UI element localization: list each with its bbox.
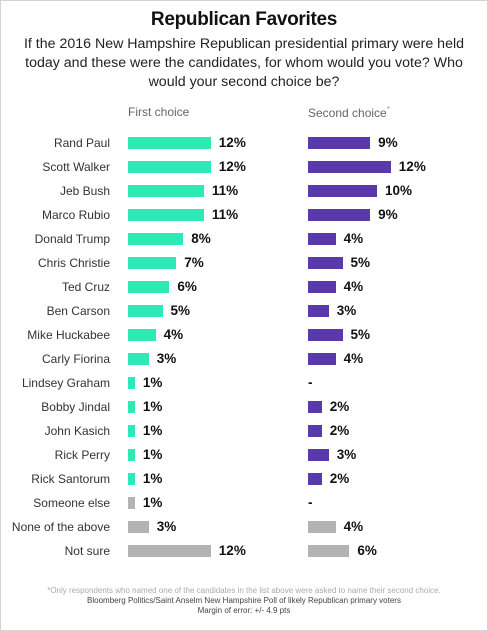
second-choice-value-someone-else: - — [308, 495, 313, 510]
first-choice-value-rand-paul: 12% — [218, 135, 246, 150]
second-choice-bar-bobby-jindal — [308, 401, 322, 413]
category-label-mike-huckabee: Mike Huckabee — [27, 328, 110, 342]
second-choice-value-bobby-jindal: 2% — [329, 399, 350, 414]
first-choice-bar-ted-cruz — [128, 281, 170, 293]
category-label-scott-walker: Scott Walker — [42, 160, 110, 174]
second-choice-header-label: Second choice — [308, 106, 387, 120]
second-choice-value-donald-trump: 4% — [343, 231, 364, 246]
first-choice-value-marco-rubio: 11% — [211, 207, 239, 222]
first-choice-value-none-of-the-above: 3% — [156, 519, 177, 534]
first-choice-value-ted-cruz: 6% — [177, 279, 197, 294]
second-choice-value-jeb-bush: 10% — [385, 183, 413, 198]
first-choice-bar-rick-perry — [128, 449, 135, 461]
first-choice-bar-donald-trump — [128, 233, 184, 245]
first-choice-bar-bobby-jindal — [128, 401, 135, 413]
first-choice-bar-mike-huckabee — [128, 329, 156, 341]
second-choice-value-marco-rubio: 9% — [378, 207, 398, 222]
category-label-ted-cruz: Ted Cruz — [61, 280, 110, 294]
first-choice-header: First choice — [128, 105, 189, 119]
category-label-chris-christie: Chris Christie — [37, 256, 110, 270]
second-choice-bar-none-of-the-above — [308, 521, 336, 533]
category-label-john-kasich: John Kasich — [44, 424, 110, 438]
category-label-rick-perry: Rick Perry — [54, 448, 110, 462]
category-label-not-sure: Not sure — [64, 544, 110, 558]
second-choice-bar-donald-trump — [308, 233, 336, 245]
first-choice-bar-rand-paul — [128, 137, 211, 149]
category-label-donald-trump: Donald Trump — [34, 232, 110, 246]
footnote-margin-of-error: Margin of error: +/- 4.9 pts — [197, 606, 291, 615]
second-choice-bar-not-sure — [308, 545, 350, 557]
category-label-lindsey-graham: Lindsey Graham — [21, 376, 110, 390]
category-label-rick-santorum: Rick Santorum — [31, 472, 110, 486]
second-choice-header: Second choice* — [308, 105, 390, 120]
second-choice-value-rand-paul: 9% — [378, 135, 398, 150]
second-choice-bar-rick-santorum — [308, 473, 322, 485]
first-choice-value-scott-walker: 12% — [218, 159, 246, 174]
first-choice-bar-scott-walker — [128, 161, 211, 173]
second-choice-bar-carly-fiorina — [308, 353, 336, 365]
chart-title: Republican Favorites — [150, 9, 338, 30]
first-choice-bar-someone-else — [128, 497, 135, 509]
first-choice-value-jeb-bush: 11% — [211, 183, 239, 198]
category-label-bobby-jindal: Bobby Jindal — [41, 400, 110, 414]
category-label-marco-rubio: Marco Rubio — [41, 208, 110, 222]
first-choice-bar-john-kasich — [128, 425, 135, 437]
second-choice-bar-ted-cruz — [308, 281, 336, 293]
second-choice-marker: * — [386, 105, 390, 114]
category-label-jeb-bush: Jeb Bush — [59, 184, 110, 198]
second-choice-value-none-of-the-above: 4% — [343, 519, 364, 534]
category-label-none-of-the-above: None of the above — [11, 520, 110, 534]
second-choice-value-ben-carson: 3% — [336, 303, 357, 318]
second-choice-bar-rand-paul — [308, 137, 371, 149]
first-choice-value-donald-trump: 8% — [191, 231, 211, 246]
second-choice-bar-chris-christie — [308, 257, 343, 269]
second-choice-bar-john-kasich — [308, 425, 322, 437]
second-choice-value-chris-christie: 5% — [350, 255, 371, 270]
first-choice-value-chris-christie: 7% — [184, 255, 204, 270]
second-choice-value-lindsey-graham: - — [308, 375, 313, 390]
first-choice-bar-chris-christie — [128, 257, 177, 269]
category-label-ben-carson: Ben Carson — [46, 304, 110, 318]
first-choice-bar-rick-santorum — [128, 473, 135, 485]
first-choice-header-label: First choice — [128, 105, 190, 119]
second-choice-bar-marco-rubio — [308, 209, 371, 221]
first-choice-bar-lindsey-graham — [128, 377, 135, 389]
second-choice-value-john-kasich: 2% — [329, 423, 350, 438]
first-choice-bar-marco-rubio — [128, 209, 204, 221]
first-choice-bar-ben-carson — [128, 305, 163, 317]
first-choice-bar-jeb-bush — [128, 185, 204, 197]
first-choice-value-someone-else: 1% — [142, 495, 163, 510]
second-choice-bar-scott-walker — [308, 161, 391, 173]
second-choice-value-mike-huckabee: 5% — [350, 327, 371, 342]
first-choice-value-ben-carson: 5% — [170, 303, 191, 318]
first-choice-value-john-kasich: 1% — [142, 423, 163, 438]
second-choice-value-scott-walker: 12% — [398, 159, 426, 174]
category-label-carly-fiorina: Carly Fiorina — [41, 352, 110, 366]
category-label-rand-paul: Rand Paul — [53, 136, 110, 150]
second-choice-value-ted-cruz: 4% — [343, 279, 364, 294]
second-choice-bar-mike-huckabee — [308, 329, 343, 341]
first-choice-value-rick-santorum: 1% — [142, 471, 163, 486]
first-choice-value-not-sure: 12% — [218, 543, 246, 558]
footnote-second-choice: *Only respondents who named one of the c… — [47, 586, 441, 595]
second-choice-value-not-sure: 6% — [357, 543, 377, 558]
first-choice-value-mike-huckabee: 4% — [163, 327, 184, 342]
second-choice-bar-ben-carson — [308, 305, 329, 317]
category-label-someone-else: Someone else — [33, 496, 110, 510]
second-choice-value-carly-fiorina: 4% — [343, 351, 364, 366]
first-choice-value-bobby-jindal: 1% — [142, 399, 163, 414]
footnote-source: Bloomberg Politics/Saint Anselm New Hamp… — [87, 596, 401, 605]
second-choice-bar-jeb-bush — [308, 185, 377, 197]
second-choice-value-rick-santorum: 2% — [329, 471, 350, 486]
second-choice-value-rick-perry: 3% — [336, 447, 357, 462]
first-choice-bar-carly-fiorina — [128, 353, 149, 365]
first-choice-value-lindsey-graham: 1% — [142, 375, 163, 390]
first-choice-bar-not-sure — [128, 545, 211, 557]
second-choice-bar-rick-perry — [308, 449, 329, 461]
chart-subtitle: If the 2016 New Hampshire Republican pre… — [23, 36, 465, 90]
first-choice-bar-none-of-the-above — [128, 521, 149, 533]
first-choice-value-carly-fiorina: 3% — [156, 351, 177, 366]
first-choice-value-rick-perry: 1% — [142, 447, 163, 462]
